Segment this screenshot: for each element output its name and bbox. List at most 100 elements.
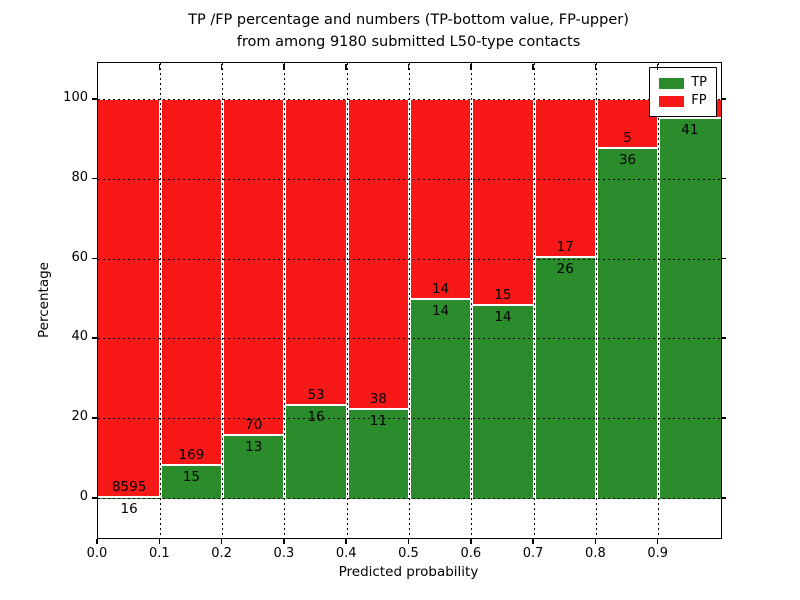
y-tick-left <box>92 497 97 499</box>
stacked-bar-0.1-0.2 <box>160 99 223 499</box>
y-tick-left <box>92 98 97 100</box>
tp-segment <box>347 409 410 499</box>
y-tick-left <box>92 417 97 419</box>
fp-segment <box>534 100 597 258</box>
v-gridline-0.9 <box>657 63 661 538</box>
fp-segment <box>471 100 535 307</box>
y-axis-label: Percentage <box>36 262 52 338</box>
tp-count-label: 13 <box>245 439 263 456</box>
stacked-bar-0.3-0.4 <box>284 99 348 499</box>
fp-count-label: 8595 <box>111 479 147 496</box>
x-tick-bottom <box>96 538 98 544</box>
x-tick-label: 0.3 <box>273 546 295 561</box>
tp-segment <box>596 148 659 499</box>
v-gridline-0.6 <box>470 63 474 538</box>
x-tick-top <box>283 63 285 70</box>
tp-legend-swatch <box>659 77 685 89</box>
y-tick-label: 0 <box>79 489 88 504</box>
h-gridline-80 <box>98 178 721 180</box>
stacked-bar-0.8-0.9 <box>596 99 659 499</box>
h-gridline-100 <box>98 99 721 100</box>
v-gridline-0.4 <box>345 63 349 538</box>
fp-count-label: 5 <box>623 129 632 146</box>
h-gridline-40 <box>98 338 721 340</box>
tp-segment <box>160 466 223 499</box>
stacked-bar-0.2-0.3 <box>222 99 285 499</box>
tp-segment <box>409 299 472 499</box>
fp-segment <box>98 100 161 499</box>
legend: TP FP <box>649 67 717 117</box>
y-tick-label: 60 <box>71 249 88 265</box>
fp-count-label: 14 <box>432 280 450 297</box>
x-tick-bottom <box>407 538 410 544</box>
fp-segment <box>222 100 285 437</box>
fp-segment <box>409 100 472 300</box>
y-tick-left <box>92 177 97 180</box>
h-gridline-20 <box>98 418 721 420</box>
x-tick-top <box>407 63 410 70</box>
tp-count-label: 11 <box>369 412 387 429</box>
fp-count-label: 38 <box>369 390 387 407</box>
stacked-bar-0.7-0.8 <box>534 99 597 499</box>
stacked-bar-0.5-0.6 <box>409 99 472 499</box>
x-tick-top <box>345 63 347 70</box>
x-tick-label: 0.4 <box>335 546 357 561</box>
x-tick-bottom <box>283 538 285 544</box>
tp-count-label: 16 <box>120 501 138 518</box>
x-tick-label: 0.8 <box>585 546 606 561</box>
tp-segment <box>222 436 285 499</box>
v-gridline-0.2 <box>221 63 225 538</box>
v-gridline-0.5 <box>408 63 411 538</box>
y-tick-label: 20 <box>71 409 88 425</box>
y-tick-right <box>721 257 726 260</box>
stacked-bar-0.4-0.5 <box>347 99 410 499</box>
x-tick-bottom <box>594 538 597 544</box>
x-tick-bottom <box>532 538 534 544</box>
v-gridline-0.1 <box>158 63 162 538</box>
stacked-bar-0.9-1.0 <box>658 99 721 499</box>
tp-segment <box>534 257 597 499</box>
x-tick-top <box>158 63 161 70</box>
y-tick-label: 80 <box>71 169 88 185</box>
x-tick-label: 0.0 <box>86 546 108 561</box>
y-tick-right <box>721 497 726 499</box>
chart-title-line1: TP /FP percentage and numbers (TP-bottom… <box>188 12 629 28</box>
tp-count-label: 16 <box>307 409 325 426</box>
tp-segment <box>284 406 348 499</box>
chart-title: TP /FP percentage and numbers (TP-bottom… <box>97 9 720 53</box>
y-tick-label: 100 <box>63 90 88 105</box>
plot-area: TP FP 8595 16 169 15 70 13 53 16 38 11 14 14 15 14 17 2… <box>97 62 722 539</box>
y-tick-right <box>721 417 726 419</box>
legend-item-tp: TP <box>659 75 707 91</box>
y-tick-left <box>92 257 97 260</box>
v-gridline-0.7 <box>532 63 536 538</box>
fp-count-label: 70 <box>245 417 263 434</box>
chart-title-line2: from among 9180 submitted L50-type conta… <box>236 34 581 50</box>
x-tick-top <box>594 63 597 70</box>
tp-count-label: 26 <box>556 260 574 277</box>
x-tick-label: 0.6 <box>460 546 482 561</box>
x-tick-bottom <box>656 538 659 544</box>
x-tick-bottom <box>158 538 161 544</box>
x-tick-top <box>656 63 659 70</box>
x-axis-label: Predicted probability <box>338 564 479 580</box>
tp-count-label: 14 <box>432 302 450 319</box>
y-tick-right <box>721 98 726 100</box>
stacked-bar-0.0-0.1 <box>98 99 161 499</box>
x-tick-label: 0.7 <box>522 546 544 561</box>
x-tick-bottom <box>220 538 223 544</box>
x-tick-label: 0.5 <box>398 546 419 561</box>
tp-count-label: 15 <box>182 469 201 486</box>
fp-legend-swatch <box>659 95 685 107</box>
tp-count-label: 36 <box>618 151 637 168</box>
x-tick-top <box>532 63 534 70</box>
x-tick-top <box>470 63 472 70</box>
fp-segment <box>284 100 348 407</box>
fp-segment <box>596 100 659 149</box>
fp-segment <box>347 100 410 410</box>
v-gridline-0.8 <box>594 63 598 538</box>
tp-segment <box>658 118 721 499</box>
v-gridline-0.3 <box>283 63 287 538</box>
x-tick-label: 0.9 <box>647 546 669 561</box>
tp-segment <box>471 306 535 499</box>
